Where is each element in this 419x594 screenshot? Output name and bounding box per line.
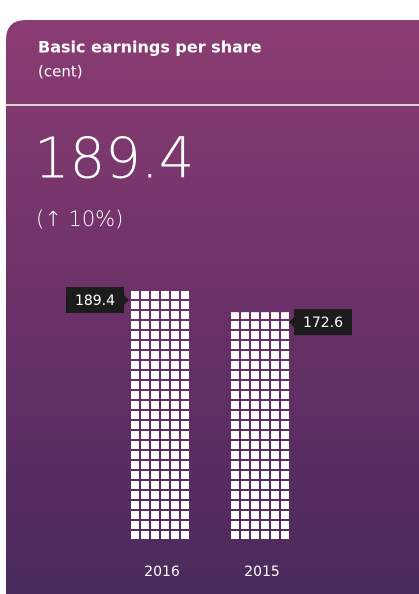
chart-title: Basic earnings per share (38, 38, 262, 57)
data-label: 172.6 (303, 315, 343, 331)
bar (130, 290, 190, 540)
change: (↑ 10%) (36, 207, 123, 231)
data-label: 189.4 (75, 293, 115, 309)
subtitle: (cent) (38, 63, 83, 81)
headline: 189.4 (34, 126, 194, 191)
x-tick-label: 2016 (144, 564, 180, 580)
card (6, 20, 419, 594)
label-box (289, 309, 352, 336)
label-box (66, 287, 129, 313)
bar (230, 312, 290, 540)
x-tick-label: 2015 (244, 564, 280, 580)
